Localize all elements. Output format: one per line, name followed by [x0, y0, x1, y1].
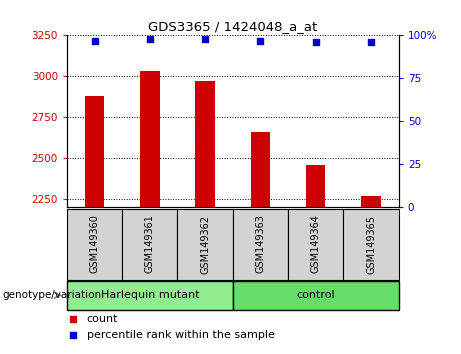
Bar	[233, 281, 399, 310]
Point	[70, 316, 77, 322]
Title: GDS3365 / 1424048_a_at: GDS3365 / 1424048_a_at	[148, 20, 318, 33]
Point	[146, 36, 154, 42]
Bar	[233, 209, 288, 280]
Bar	[288, 209, 343, 280]
Text: GSM149363: GSM149363	[255, 215, 266, 273]
Bar	[306, 165, 325, 207]
Bar	[195, 81, 215, 207]
Point	[257, 38, 264, 44]
Point	[91, 38, 98, 44]
Text: GSM149365: GSM149365	[366, 215, 376, 274]
Text: GSM149360: GSM149360	[89, 215, 100, 273]
Bar	[343, 209, 399, 280]
Bar	[177, 209, 233, 280]
Point	[201, 36, 209, 42]
Text: Harlequin mutant: Harlequin mutant	[100, 290, 199, 300]
Text: percentile rank within the sample: percentile rank within the sample	[87, 330, 275, 341]
Text: GSM149364: GSM149364	[311, 215, 321, 273]
Bar	[140, 72, 160, 207]
Bar	[67, 281, 233, 310]
Bar	[85, 96, 104, 207]
Bar	[251, 132, 270, 207]
Point	[367, 39, 375, 45]
Point	[70, 333, 77, 338]
Bar	[122, 209, 177, 280]
Bar	[361, 196, 381, 207]
Text: count: count	[87, 314, 118, 325]
Text: control: control	[296, 290, 335, 300]
Text: genotype/variation: genotype/variation	[2, 290, 101, 300]
Bar	[67, 209, 122, 280]
Text: GSM149362: GSM149362	[200, 215, 210, 274]
Text: GSM149361: GSM149361	[145, 215, 155, 273]
Point	[312, 39, 319, 45]
